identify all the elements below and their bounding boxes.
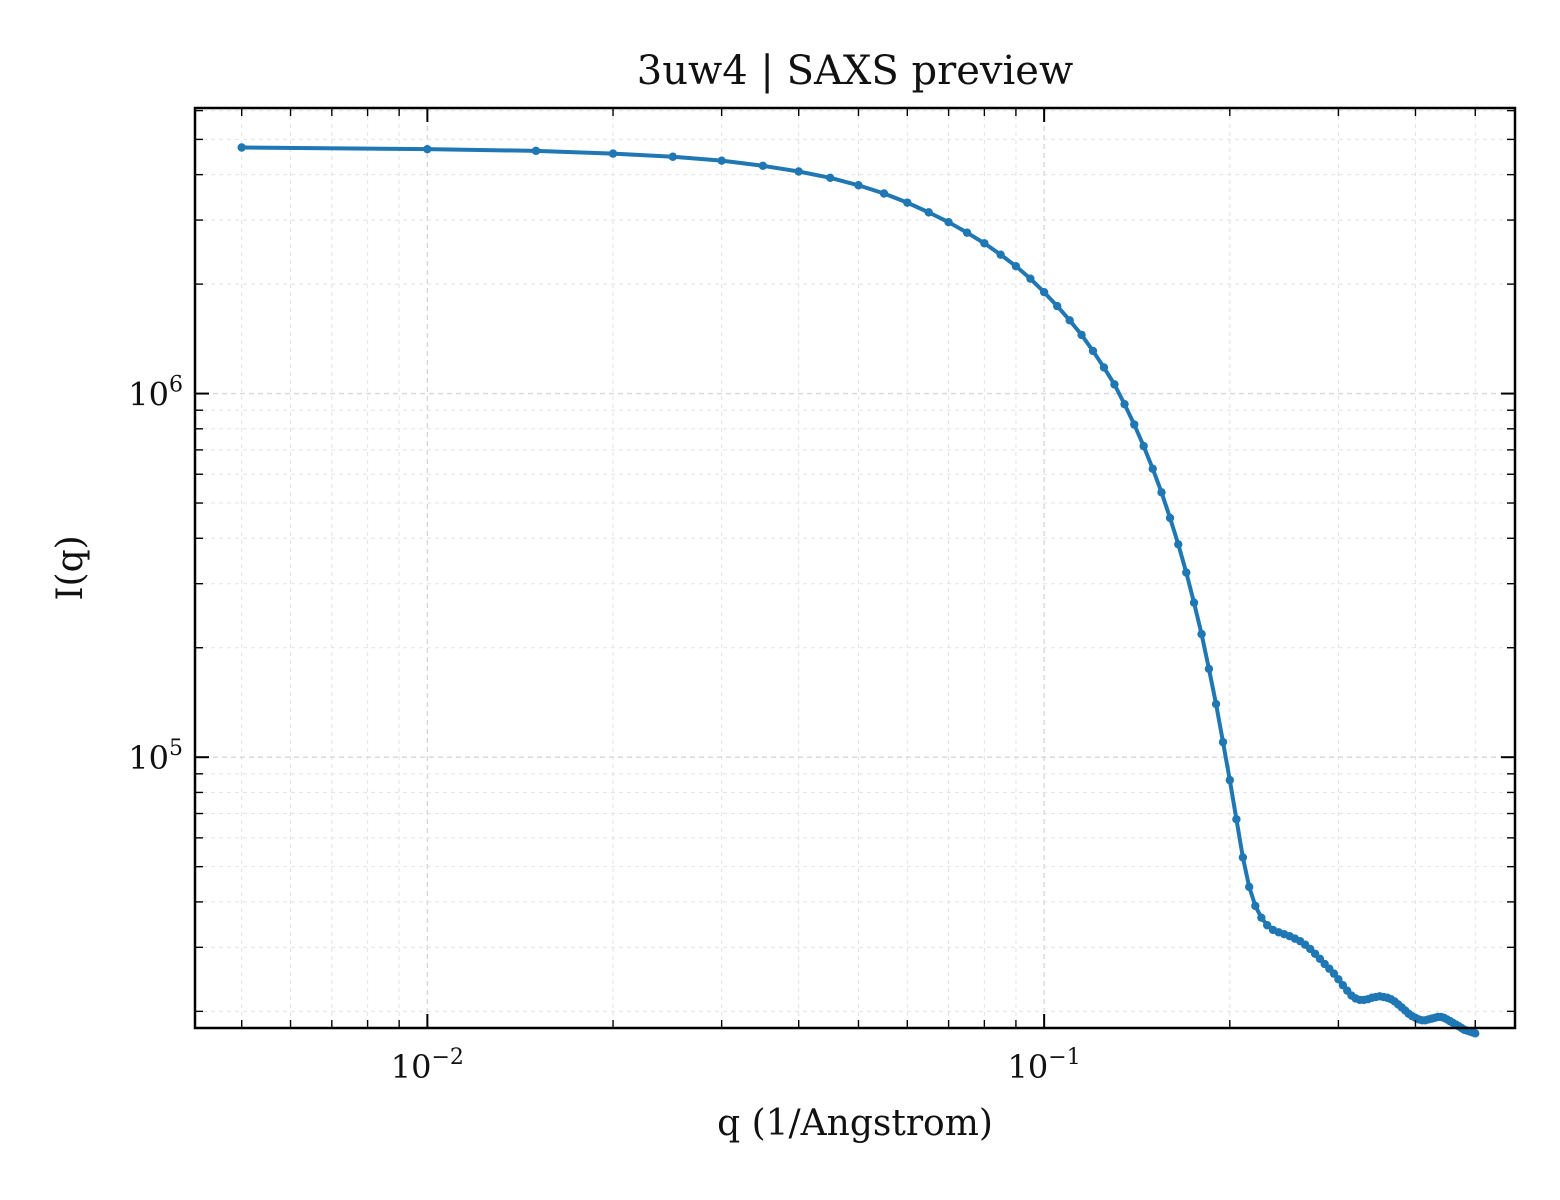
data-point bbox=[608, 149, 618, 158]
data-point bbox=[826, 173, 835, 183]
data-point bbox=[1148, 464, 1157, 474]
data-point bbox=[996, 250, 1005, 259]
data-point bbox=[1165, 513, 1175, 523]
x-axis-label: q (1/Angstrom) bbox=[717, 1103, 993, 1144]
y-axis-label: I(q) bbox=[50, 535, 91, 600]
data-point bbox=[903, 198, 912, 207]
data-point bbox=[1211, 699, 1221, 709]
axis-ticks bbox=[195, 108, 1515, 1028]
plot-frame bbox=[193, 106, 1517, 1030]
data-point bbox=[1329, 969, 1339, 978]
data-point bbox=[1157, 488, 1166, 497]
data-point bbox=[962, 228, 972, 237]
data-point bbox=[1182, 568, 1191, 577]
data-point bbox=[1026, 274, 1035, 283]
grid bbox=[195, 108, 1515, 1028]
chart-title: 3uw4 | SAXS preview bbox=[637, 48, 1073, 94]
data-point bbox=[1204, 664, 1214, 674]
data-point bbox=[1174, 540, 1183, 549]
data-point bbox=[1257, 913, 1266, 922]
x-tick-label: 10−1 bbox=[1008, 1045, 1081, 1086]
data-point bbox=[980, 239, 989, 248]
data-point bbox=[1053, 301, 1062, 311]
data-point bbox=[1110, 380, 1119, 389]
data-point bbox=[1130, 420, 1139, 429]
data-point bbox=[1244, 882, 1254, 892]
data-point bbox=[668, 152, 678, 161]
data-point bbox=[1238, 853, 1248, 862]
data-point bbox=[1218, 737, 1228, 747]
data-point bbox=[1077, 330, 1086, 340]
data-point bbox=[879, 189, 889, 198]
data-point bbox=[924, 208, 933, 217]
data-point bbox=[1251, 901, 1260, 911]
data-point bbox=[423, 144, 432, 154]
data-point bbox=[854, 181, 863, 190]
data-point bbox=[1120, 399, 1129, 409]
data-point bbox=[237, 143, 246, 152]
data-point bbox=[1232, 815, 1241, 824]
data-point bbox=[758, 161, 768, 171]
tick-labels: 10−2 10−1 105 106 bbox=[128, 373, 1080, 1086]
data-point bbox=[1039, 288, 1049, 297]
data-point bbox=[717, 156, 726, 165]
y-tick-label: 106 bbox=[128, 373, 183, 414]
data-point bbox=[1189, 598, 1199, 607]
data-point bbox=[531, 146, 541, 156]
data-point bbox=[944, 217, 953, 227]
data-point bbox=[1225, 775, 1235, 785]
data-point bbox=[1471, 1029, 1480, 1038]
data-point bbox=[1011, 262, 1021, 271]
series-layer bbox=[237, 143, 1480, 1038]
data-point bbox=[1263, 921, 1272, 930]
y-tick-label: 105 bbox=[128, 736, 183, 777]
data-point bbox=[1088, 346, 1098, 356]
data-point bbox=[1139, 441, 1148, 451]
data-point bbox=[1334, 975, 1343, 984]
data-point bbox=[1197, 629, 1206, 639]
data-point bbox=[1065, 316, 1074, 325]
data-point bbox=[1099, 363, 1109, 372]
x-tick-label: 10−2 bbox=[391, 1045, 464, 1086]
data-point bbox=[794, 167, 803, 176]
